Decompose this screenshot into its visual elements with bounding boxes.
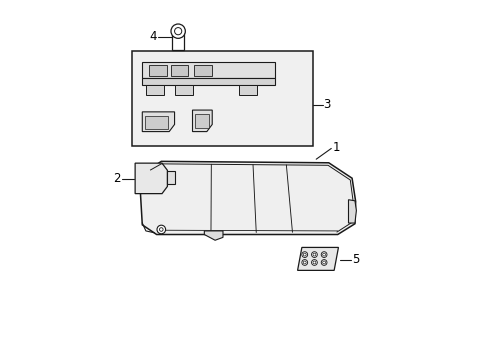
Bar: [145, 116, 168, 129]
Bar: [131, 51, 312, 146]
Bar: [195, 114, 208, 128]
Text: 4: 4: [149, 30, 156, 43]
Polygon shape: [297, 247, 338, 270]
Bar: [172, 31, 183, 50]
Bar: [171, 65, 188, 76]
Text: 2: 2: [113, 172, 121, 185]
Bar: [166, 171, 174, 184]
Circle shape: [174, 28, 182, 35]
Polygon shape: [142, 78, 274, 85]
Polygon shape: [204, 231, 223, 240]
Polygon shape: [174, 85, 192, 95]
Polygon shape: [142, 112, 174, 132]
Polygon shape: [135, 163, 167, 194]
Text: 1: 1: [332, 141, 339, 154]
Circle shape: [312, 261, 315, 264]
Circle shape: [157, 225, 165, 234]
Polygon shape: [192, 110, 212, 132]
Text: 3: 3: [323, 98, 330, 111]
Circle shape: [303, 261, 305, 264]
Circle shape: [159, 228, 163, 231]
Polygon shape: [140, 161, 355, 234]
Bar: [194, 65, 211, 76]
Circle shape: [301, 260, 307, 265]
Polygon shape: [145, 85, 163, 95]
Circle shape: [321, 252, 326, 257]
Text: 5: 5: [351, 253, 359, 266]
Circle shape: [301, 252, 307, 257]
Polygon shape: [142, 62, 274, 78]
Circle shape: [171, 24, 185, 39]
Circle shape: [311, 260, 317, 265]
Circle shape: [312, 253, 315, 256]
Circle shape: [321, 260, 326, 265]
Circle shape: [311, 252, 317, 257]
Polygon shape: [348, 200, 356, 223]
Bar: [149, 65, 166, 76]
Polygon shape: [239, 85, 257, 95]
Circle shape: [322, 261, 325, 264]
Circle shape: [303, 253, 305, 256]
Circle shape: [322, 253, 325, 256]
